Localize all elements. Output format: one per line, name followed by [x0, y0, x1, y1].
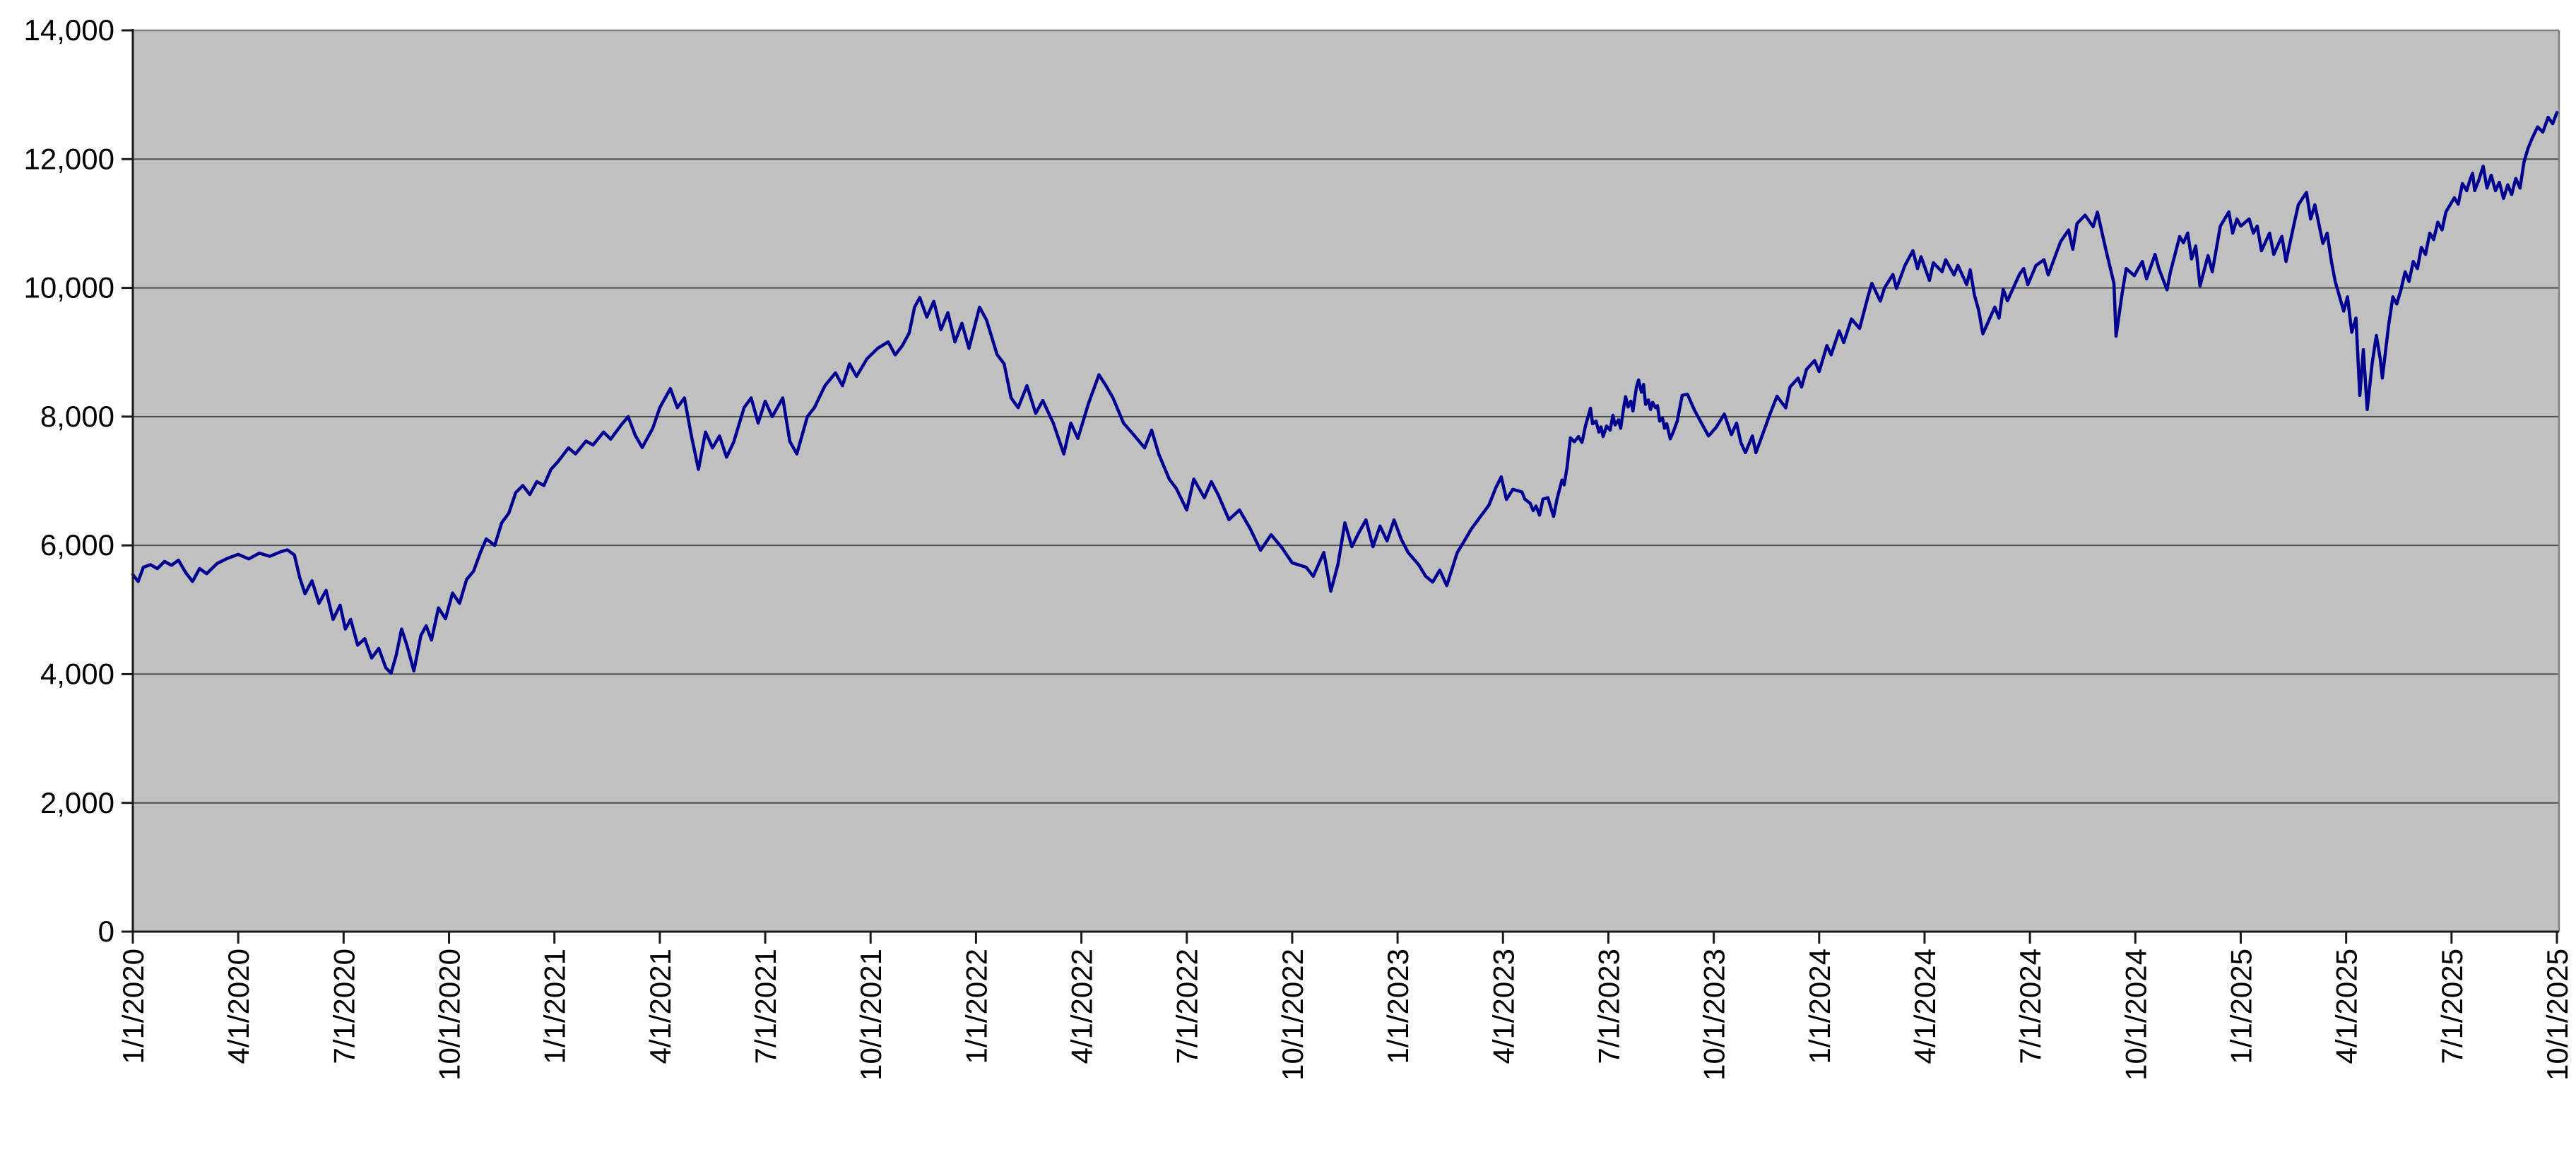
y-axis-tick-label: 4,000 [40, 658, 114, 691]
x-axis-tick-label: 4/1/2025 [2330, 949, 2363, 1064]
y-axis-group: 0 2,000 4,000 6,000 8,000 10,000 12,000 14,000 [24, 13, 133, 948]
x-axis-tick-label: 7/1/2025 [2435, 949, 2469, 1064]
x-axis-tick-label: 7/1/2023 [1592, 949, 1625, 1064]
x-axis-tick-label: 4/1/2022 [1065, 949, 1099, 1064]
x-axis-tick-label: 1/1/2021 [538, 949, 572, 1064]
y-axis-tick-label: 6,000 [40, 528, 114, 562]
x-axis-tick-label: 4/1/2020 [222, 949, 255, 1064]
x-axis-tick-label: 1/1/2024 [1803, 949, 1836, 1064]
x-axis-tick-label: 7/1/2021 [749, 949, 782, 1064]
x-axis-tick-label: 7/1/2022 [1171, 949, 1204, 1064]
x-axis-tick-label: 10/1/2023 [1698, 949, 1731, 1081]
y-axis-tick-label: 8,000 [40, 400, 114, 433]
x-axis-tick-label: 10/1/2025 [2541, 949, 2574, 1081]
y-axis-tick-label: 12,000 [24, 142, 114, 175]
x-axis-tick-label: 1/1/2020 [117, 949, 150, 1064]
x-axis-tick-label: 4/1/2024 [1908, 949, 1942, 1064]
x-axis-tick-label: 7/1/2020 [327, 949, 360, 1064]
y-axis-tick-label: 14,000 [24, 13, 114, 47]
x-axis-tick-label: 10/1/2024 [2119, 949, 2152, 1081]
x-axis-tick-label: 4/1/2023 [1487, 949, 1520, 1064]
x-axis-tick-label: 1/1/2025 [2224, 949, 2257, 1064]
x-axis-tick-label: 7/1/2024 [2014, 949, 2047, 1064]
x-axis-tick-label: 10/1/2020 [433, 949, 466, 1081]
y-axis-tick-label: 10,000 [24, 271, 114, 304]
data-series-line [131, 110, 2559, 675]
x-axis-tick-label: 4/1/2021 [644, 949, 677, 1064]
y-axis-tick-label: 2,000 [40, 786, 114, 819]
plot-area-background [133, 30, 2559, 932]
x-axis-tick-label: 10/1/2021 [854, 949, 887, 1081]
gridlines-group [133, 158, 2559, 804]
x-axis-tick-label: 1/1/2022 [959, 949, 993, 1064]
x-axis-group: 1/1/2020 4/1/2020 7/1/2020 10/1/2020 1/1/202… [117, 932, 2574, 1081]
x-axis-tick-label: 1/1/2023 [1381, 949, 1414, 1064]
y-axis-tick-label: 0 [98, 915, 114, 948]
x-axis-tick-label: 10/1/2022 [1276, 949, 1309, 1081]
